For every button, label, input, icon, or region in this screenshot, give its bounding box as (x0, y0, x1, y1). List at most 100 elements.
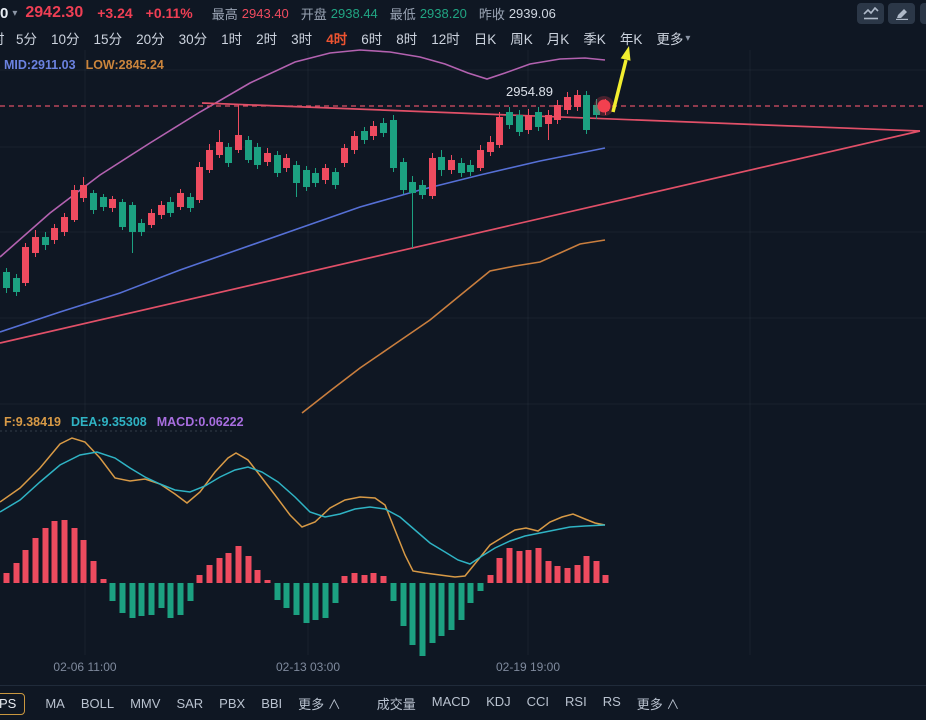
macd-histogram-bar (235, 546, 242, 583)
clipped-tab-fragment[interactable]: 时 (0, 28, 6, 48)
timeframe-tab-3[interactable]: 20分 (136, 32, 165, 47)
candle-body (216, 142, 223, 155)
stat-value-1: 2938.44 (330, 5, 378, 21)
macd-histogram-bar (574, 565, 581, 583)
macd-histogram-bar (158, 583, 165, 608)
timeframe-tab-16[interactable]: 年K (619, 32, 643, 47)
candle-body (148, 213, 155, 225)
candle-body (196, 167, 203, 200)
macd-histogram-bar (283, 583, 290, 608)
overlay-tab-boll[interactable]: BOLL (80, 696, 115, 711)
timeframe-tab-11[interactable]: 12时 (431, 32, 460, 47)
macd-histogram-bar (42, 528, 49, 583)
macd-histogram-bar (458, 583, 465, 620)
candle-body (264, 153, 271, 162)
candle-body (390, 120, 397, 168)
chart-canvas[interactable] (0, 0, 926, 686)
timeframe-tab-7[interactable]: 3时 (291, 32, 313, 47)
stat-label-3: 昨收 (478, 6, 505, 22)
timeframe-tab-9[interactable]: 6时 (361, 32, 383, 47)
macd-histogram-bar (13, 563, 20, 583)
macd-histogram-bar (545, 561, 552, 583)
candle-body (322, 168, 329, 180)
stat-label-2: 最低 (389, 6, 416, 22)
macd-histogram-bar (429, 583, 436, 643)
extra-button-clipped[interactable] (920, 3, 926, 24)
macd-histogram-bar (312, 583, 319, 620)
timeframe-tab-0[interactable]: 5分 (16, 32, 38, 47)
draw-button[interactable] (888, 3, 915, 24)
macd-value-2: MACD:0.06222 (156, 415, 244, 429)
timeframe-tab-14[interactable]: 月K (546, 32, 570, 47)
candle-body (516, 115, 523, 132)
macd-histogram-bar (148, 583, 155, 615)
pencil-icon (895, 9, 908, 20)
timeframe-more-button[interactable]: 更多 ▾ (656, 32, 691, 47)
macd-histogram-bar (496, 558, 503, 583)
last-price: 2942.30 (25, 4, 84, 21)
timeframe-tab-4[interactable]: 30分 (178, 32, 208, 47)
candle-body (458, 163, 465, 173)
indicator-tab-0[interactable]: 成交量 (376, 697, 416, 712)
macd-histogram-bar (409, 583, 416, 645)
macd-histogram-bar (303, 583, 310, 623)
timeframe-tab-8[interactable]: 4时 (326, 32, 348, 47)
overlay-tab-ps[interactable]: PS (0, 692, 26, 715)
candle-body (525, 115, 532, 130)
candle-body (283, 158, 290, 168)
indicator-toolbar: PS MA BOLL MMV SAR PBX BBI 更多 ∧ 成交量 MACD KDJ CCI… (0, 685, 926, 720)
macd-histogram-bar (380, 576, 387, 583)
candle-body (109, 199, 116, 208)
indicator-tab-3[interactable]: CCI (526, 694, 550, 709)
overlay-more-button[interactable]: 更多 ∧ (298, 697, 341, 712)
timeframe-tab-1[interactable]: 10分 (51, 32, 80, 47)
macd-histogram-bar (51, 521, 58, 583)
indicator-tab-5[interactable]: RS (602, 694, 621, 709)
symbol-fragment[interactable]: 0 (0, 4, 9, 22)
indicator-tab-4[interactable]: RSI (565, 694, 587, 709)
chart-style-button[interactable] (857, 3, 884, 24)
symbol-dropdown-icon[interactable]: ▾ (12, 7, 18, 19)
indicator-tab-2[interactable]: KDJ (486, 694, 511, 709)
macd-histogram-bar (32, 538, 39, 583)
candle-body (51, 228, 58, 240)
candle-body (13, 278, 20, 292)
candle-body (400, 162, 407, 190)
candle-body (167, 202, 174, 213)
price-change-pct: +0.11% (145, 5, 193, 21)
macd-histogram-bar (438, 583, 445, 636)
candle-body (332, 172, 339, 185)
indicator-tab-1[interactable]: MACD (431, 694, 471, 709)
candle-body (129, 205, 136, 232)
candle-body (177, 193, 184, 207)
candle-body (438, 157, 445, 170)
overlay-tab-mmv[interactable]: MMV (130, 696, 161, 711)
up-arrow-head (620, 46, 631, 61)
macd-histogram-bar (351, 573, 358, 583)
timeframe-tab-6[interactable]: 2时 (256, 32, 278, 47)
macd-histogram-bar (564, 568, 571, 583)
overlay-tab-bbi[interactable]: BBI (261, 696, 283, 711)
stat-value-0: 2943.40 (241, 5, 289, 21)
macd-histogram-bar (187, 583, 194, 601)
timeframe-tab-12[interactable]: 日K (473, 32, 497, 47)
overlay-tab-pbx[interactable]: PBX (219, 696, 246, 711)
macd-histogram-bar (293, 583, 300, 615)
overlay-tab-sar[interactable]: SAR (176, 696, 204, 711)
candle-body (71, 190, 78, 220)
indicator-more-button[interactable]: 更多 ∧ (636, 697, 680, 712)
overlay-tab-ma[interactable]: MA (45, 696, 65, 711)
boll-lower-band-line (301, 239, 606, 414)
macd-histogram-bar (400, 583, 407, 626)
macd-histogram-bar (506, 548, 513, 583)
timeframe-tab-10[interactable]: 8时 (396, 32, 418, 47)
timeframe-tab-13[interactable]: 周K (510, 32, 533, 47)
stat-label-0: 最高 (211, 6, 238, 22)
timeframe-tab-15[interactable]: 季K (583, 32, 606, 47)
macd-histogram-bar (3, 573, 10, 583)
timeframe-tab-2[interactable]: 15分 (93, 32, 123, 47)
macd-histogram-bar (554, 566, 561, 583)
timeframe-tab-5[interactable]: 1时 (221, 32, 243, 47)
candle-body (187, 197, 194, 208)
